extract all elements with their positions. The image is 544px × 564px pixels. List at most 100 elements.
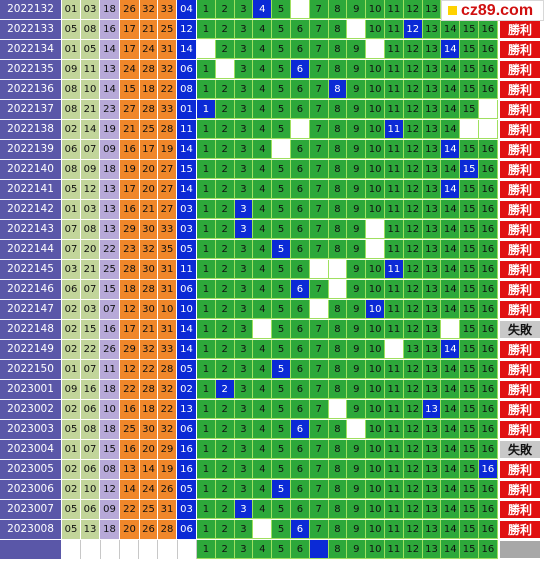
trend-cell: 6 <box>291 260 310 279</box>
number-cell: 33 <box>158 100 177 119</box>
trend-cell: 12 <box>403 20 423 39</box>
table-row: 2023004 01 07 15 16 20 29 16 1 2 3 4 5 6 7 8 9 10 11 12 13 14… <box>0 440 544 459</box>
trend-cell: 16 <box>479 40 498 59</box>
trend-cell: 7 <box>309 80 329 99</box>
number-cell: 31 <box>158 40 177 59</box>
number-cell: 26 <box>100 340 120 359</box>
number-cell: 20 <box>81 240 100 259</box>
trend-cell: 5 <box>272 200 291 219</box>
trend-cell: 5 <box>272 180 291 199</box>
trend-cell: 6 <box>291 480 310 499</box>
trend-cell: 12 <box>403 540 423 559</box>
trend-cell: 3 <box>234 380 254 399</box>
last-number-cell: 01 <box>177 100 197 119</box>
trend-cell: 8 <box>328 420 348 439</box>
number-cell: 03 <box>81 0 100 19</box>
trend-cell: 12 <box>403 120 423 139</box>
trend-cell: 6 <box>291 40 310 59</box>
number-cell: 28 <box>140 60 158 79</box>
trend-cell: 11 <box>385 240 404 259</box>
trend-cell: 16 <box>479 500 498 519</box>
trend-cell: 16 <box>479 360 498 379</box>
result-badge: 勝利 <box>499 60 541 79</box>
trend-cell: 2 <box>215 400 235 419</box>
number-cell: 13 <box>120 460 140 479</box>
trend-cell: 15 <box>460 320 479 339</box>
period-cell: 2022137 <box>0 100 62 119</box>
table-row: 2022137 08 21 23 27 28 33 01 1 2 3 4 5 6 7 8 9 10 11 12 13 14… <box>0 100 544 119</box>
trend-cell: 2 <box>215 120 235 139</box>
number-cell: 33 <box>158 340 177 359</box>
number-cell: 01 <box>62 40 81 59</box>
trend-cell: 5 <box>272 360 291 379</box>
result-badge: 勝利 <box>499 380 541 399</box>
last-number-cell: 06 <box>177 520 197 539</box>
trend-cell: 10 <box>366 200 385 219</box>
trend-cell: 1 <box>197 520 216 539</box>
trend-cell: 14 <box>441 280 461 299</box>
trend-cell: 11 <box>385 100 404 119</box>
period-cell: 2023005 <box>0 460 62 479</box>
trend-cell: 11 <box>385 200 404 219</box>
trend-cell: 13 <box>422 240 442 259</box>
trend-cell: 12 <box>403 320 423 339</box>
trend-cell: 13 <box>422 40 442 59</box>
number-cell: 30 <box>140 260 158 279</box>
trend-cell: 2 <box>215 80 235 99</box>
trend-cell: 7 <box>309 460 329 479</box>
table-row: 2023001 09 16 18 22 28 32 02 1 2 3 4 5 6 7 8 9 10 11 12 13 14… <box>0 380 544 399</box>
trend-cell <box>328 400 348 419</box>
trend-cell: 4 <box>253 540 273 559</box>
trend-cell: 14 <box>441 520 461 539</box>
trend-cell: 6 <box>291 280 310 299</box>
trend-cell: 14 <box>441 400 461 419</box>
trend-cell: 14 <box>441 540 461 559</box>
trend-cell: 4 <box>253 240 273 259</box>
trend-cell: 12 <box>403 280 423 299</box>
result-badge <box>499 540 541 559</box>
trend-cell: 1 <box>197 140 216 159</box>
trend-cell: 3 <box>234 40 254 59</box>
trend-cell: 16 <box>479 340 498 359</box>
trend-cell: 9 <box>347 260 367 279</box>
number-cell: 18 <box>100 380 120 399</box>
trend-cell: 11 <box>385 220 404 239</box>
trend-cell: 1 <box>197 500 216 519</box>
site-logo[interactable]: cz89.com <box>441 0 544 21</box>
trend-cell: 3 <box>234 500 254 519</box>
trend-cell: 16 <box>479 160 498 179</box>
trend-cell: 7 <box>309 240 329 259</box>
number-cell: 28 <box>140 380 158 399</box>
number-cell: 14 <box>100 80 120 99</box>
trend-cell: 11 <box>385 360 404 379</box>
period-cell <box>0 540 62 559</box>
trend-cell: 11 <box>385 140 404 159</box>
number-cell: 31 <box>158 260 177 279</box>
trend-cell: 14 <box>441 140 461 159</box>
trend-cell: 10 <box>366 500 385 519</box>
trend-cell: 16 <box>479 180 498 199</box>
trend-cell: 10 <box>366 140 385 159</box>
trend-cell: 16 <box>479 240 498 259</box>
trend-cell: 3 <box>234 340 254 359</box>
trend-cell: 8 <box>328 140 348 159</box>
number-cell: 13 <box>100 220 120 239</box>
period-cell: 2023007 <box>0 500 62 519</box>
trend-cell <box>291 120 310 139</box>
trend-cell: 4 <box>253 180 273 199</box>
number-cell: 26 <box>140 520 158 539</box>
table-row: 2022148 02 15 16 17 21 31 14 1 2 3 5 6 7 8 9 10 11 12 13 15 1… <box>0 320 544 339</box>
trend-cell: 4 <box>253 80 273 99</box>
trend-cell: 13 <box>422 320 442 339</box>
number-cell: 24 <box>140 40 158 59</box>
trend-cell: 5 <box>272 280 291 299</box>
trend-cell: 1 <box>197 120 216 139</box>
trend-cell: 15 <box>460 280 479 299</box>
trend-cell: 6 <box>291 340 310 359</box>
trend-cell: 6 <box>291 460 310 479</box>
trend-cell: 7 <box>309 100 329 119</box>
last-number-cell: 11 <box>177 120 197 139</box>
trend-cell <box>328 260 348 279</box>
trend-cell: 14 <box>441 420 461 439</box>
trend-cell: 3 <box>234 120 254 139</box>
